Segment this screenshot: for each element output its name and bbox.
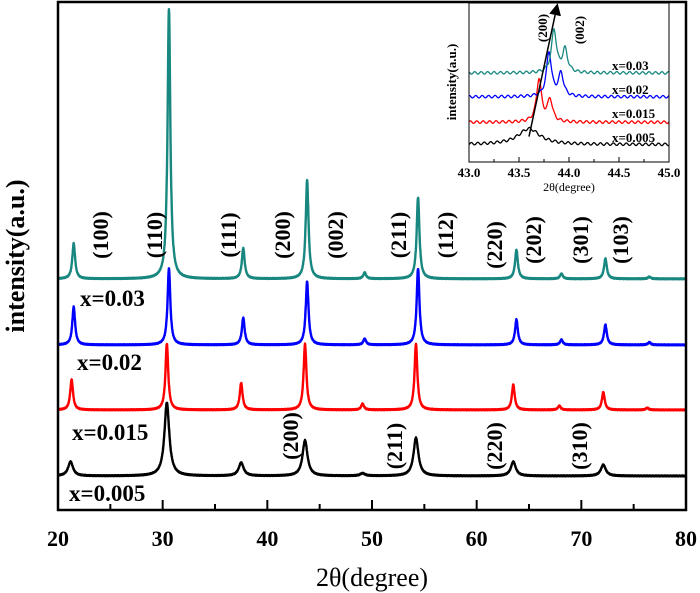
x-tick-label: 40 xyxy=(256,526,278,551)
x-tick-label: 80 xyxy=(675,526,697,551)
annotation-b-211: (211) xyxy=(382,423,407,469)
annotation-202: (202) xyxy=(521,216,546,264)
annotation-100: (100) xyxy=(88,211,113,259)
inset-label-x0015: x=0.015 xyxy=(612,106,656,121)
inset-annotation-200: (200) xyxy=(535,14,550,42)
inset-tick-label: 43.0 xyxy=(458,165,481,180)
annotation-b-310: (310) xyxy=(567,422,592,470)
main-traces xyxy=(56,7,688,478)
top-annotations: (100) (110) (111) (200) (002) (211) (112… xyxy=(88,211,633,269)
trace-x=0.03 xyxy=(468,28,670,75)
inset-label-x003: x=0.03 xyxy=(612,58,649,73)
annotation-220: (220) xyxy=(482,221,507,269)
inset-tick-label: 43.5 xyxy=(508,165,531,180)
inset-label-x002: x=0.02 xyxy=(612,82,649,97)
inset-traces xyxy=(468,28,670,147)
bottom-annotations: (200) (211) (220) (310) xyxy=(278,412,592,470)
inset-x-label: 2θ(degree) xyxy=(543,180,595,194)
inset-label-x0005: x=0.005 xyxy=(612,130,656,145)
trace-x=0.015 xyxy=(468,77,670,125)
annotation-b-220: (220) xyxy=(482,422,507,470)
inset-tick-label: 44.0 xyxy=(558,165,581,180)
inset-tick-label: 44.5 xyxy=(608,165,631,180)
x-tick-label: 60 xyxy=(466,526,488,551)
x-tick-label: 70 xyxy=(570,526,592,551)
series-label-x0005: x=0.005 xyxy=(69,481,145,506)
inset-x-ticks: 43.0 43.5 44.0 44.5 45.0 xyxy=(458,157,681,180)
annotation-111: (111) xyxy=(216,212,241,257)
series-label-x003: x=0.03 xyxy=(80,286,145,311)
inset-y-label: intensity(a.u.) xyxy=(444,44,459,121)
trace-x=0.005 xyxy=(56,401,687,478)
x-tick-label: 20 xyxy=(47,526,69,551)
series-label-x002: x=0.02 xyxy=(77,350,142,375)
trace-x=0.015 xyxy=(56,342,688,412)
inset-bg xyxy=(469,3,669,162)
trace-x=0.005 xyxy=(468,126,670,147)
x-tick-label: 30 xyxy=(152,526,174,551)
inset-annotation-002: (002) xyxy=(572,16,587,44)
trace-x=0.03 xyxy=(56,7,687,281)
annotation-002: (002) xyxy=(323,211,348,259)
trace-x=0.02 xyxy=(57,267,688,347)
annotation-103: (103) xyxy=(608,216,633,264)
inset-shift-arrow xyxy=(528,3,561,137)
series-label-x0015: x=0.015 xyxy=(72,420,148,445)
annotation-112: (112) xyxy=(433,212,458,258)
annotation-b-200: (200) xyxy=(278,412,303,460)
main-x-ticks: 20 30 40 50 60 70 80 xyxy=(47,500,697,551)
y-axis-label: intensity(a.u.) xyxy=(1,179,30,332)
x-axis-label: 2θ(degree) xyxy=(316,563,428,592)
x-tick-label: 50 xyxy=(361,526,383,551)
trace-x=0.02 xyxy=(468,51,670,99)
annotation-200: (200) xyxy=(270,211,295,259)
inset-tick-label: 45.0 xyxy=(658,165,681,180)
annotation-301: (301) xyxy=(568,216,593,264)
annotation-110: (110) xyxy=(142,212,167,258)
annotation-211: (211) xyxy=(386,212,411,258)
